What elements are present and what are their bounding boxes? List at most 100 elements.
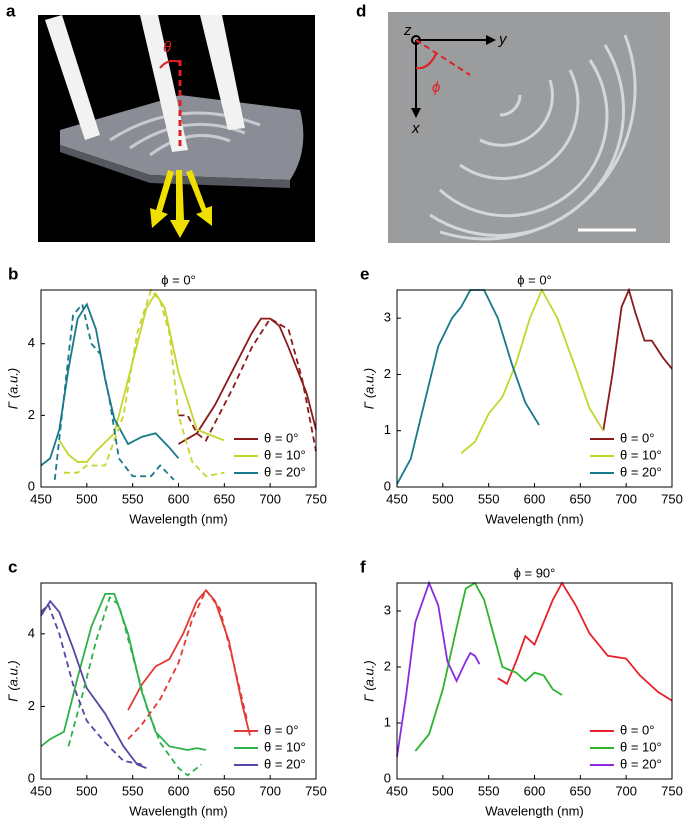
- annotation: x: [411, 120, 420, 137]
- x-tick-label: 550: [122, 491, 144, 506]
- series-line: [40, 592, 207, 751]
- x-tick-label: 750: [661, 491, 683, 506]
- legend-label: θ = 0°: [264, 722, 298, 737]
- x-tick-label: 600: [168, 783, 190, 798]
- y-tick-label: 2: [28, 698, 35, 713]
- panel-label: b: [8, 264, 18, 283]
- x-axis-label: Wavelength (nm): [485, 511, 584, 526]
- plot-frame: [40, 289, 317, 488]
- x-tick-label: 650: [569, 783, 591, 798]
- legend-label: θ = 20°: [620, 464, 662, 479]
- x-tick-label: 500: [432, 491, 454, 506]
- plot-frame: [396, 582, 673, 780]
- series-line: [127, 588, 251, 736]
- legend-label: θ = 10°: [264, 739, 306, 754]
- sem-image: [388, 12, 670, 243]
- series-line: [414, 581, 563, 752]
- y-tick-label: 0: [28, 478, 35, 493]
- y-tick-label: 4: [28, 335, 35, 350]
- x-tick-label: 650: [213, 491, 235, 506]
- annotation: θ: [163, 39, 171, 56]
- x-tick-label: 550: [122, 783, 144, 798]
- panel-label: d: [356, 1, 366, 20]
- x-tick-label: 600: [168, 491, 190, 506]
- x-tick-label: 550: [478, 783, 500, 798]
- x-tick-label: 600: [524, 783, 546, 798]
- x-tick-label: 450: [30, 783, 52, 798]
- y-tick-label: 1: [384, 422, 391, 437]
- render-image: [38, 15, 315, 242]
- chart-title: ϕ = 90°: [514, 565, 556, 580]
- y-tick-label: 3: [384, 602, 391, 617]
- series-line: [178, 317, 317, 445]
- chart-title: ϕ = 0°: [517, 272, 552, 287]
- panel-label: f: [360, 557, 366, 576]
- legend-label: θ = 10°: [620, 447, 662, 462]
- x-tick-label: 700: [615, 783, 637, 798]
- series-line: [396, 580, 481, 757]
- y-tick-label: 3: [384, 310, 391, 325]
- x-tick-label: 600: [524, 491, 546, 506]
- x-tick-label: 500: [432, 783, 454, 798]
- legend-label: θ = 20°: [264, 464, 306, 479]
- series-line: [67, 596, 202, 777]
- y-axis-label: Γ (a.u.): [361, 368, 376, 409]
- x-axis-label: Wavelength (nm): [129, 803, 228, 818]
- x-tick-label: 500: [76, 783, 98, 798]
- panel-label: a: [6, 1, 16, 20]
- y-tick-label: 2: [384, 366, 391, 381]
- series-line: [602, 287, 673, 431]
- y-tick-label: 0: [28, 770, 35, 785]
- y-axis-label: Γ (a.u.): [5, 368, 20, 409]
- series-line: [40, 599, 147, 769]
- chart-title: ϕ = 0°: [161, 272, 196, 287]
- series-line: [460, 287, 605, 454]
- plot-frame: [40, 582, 317, 780]
- series-line: [178, 317, 317, 452]
- annotation: ϕ: [432, 79, 440, 96]
- x-tick-label: 700: [259, 783, 281, 798]
- x-tick-label: 450: [30, 491, 52, 506]
- y-tick-label: 0: [384, 478, 391, 493]
- y-tick-label: 0: [384, 770, 391, 785]
- legend-label: θ = 10°: [264, 447, 306, 462]
- x-tick-label: 500: [76, 491, 98, 506]
- series-line: [40, 603, 143, 766]
- y-tick-label: 4: [28, 625, 35, 640]
- x-tick-label: 750: [305, 491, 327, 506]
- x-tick-label: 550: [478, 491, 500, 506]
- legend-label: θ = 10°: [620, 739, 662, 754]
- panel-label: e: [360, 264, 369, 283]
- annotation: z: [403, 22, 412, 39]
- x-tick-label: 450: [386, 783, 408, 798]
- x-axis-label: Wavelength (nm): [485, 803, 584, 818]
- series-line: [396, 289, 540, 485]
- series-line: [497, 581, 673, 702]
- legend-label: θ = 0°: [264, 430, 298, 445]
- y-axis-label: Γ (a.u.): [361, 660, 376, 701]
- y-axis-label: Γ (a.u.): [5, 660, 20, 701]
- panel-label: c: [8, 557, 17, 576]
- x-axis-label: Wavelength (nm): [129, 511, 228, 526]
- x-tick-label: 700: [259, 491, 281, 506]
- series-line: [40, 302, 180, 467]
- x-tick-label: 450: [386, 491, 408, 506]
- annotation: y: [498, 31, 508, 48]
- plot-frame: [396, 289, 673, 488]
- series-line: [53, 302, 175, 481]
- series-line: [58, 291, 225, 463]
- legend-label: θ = 0°: [620, 430, 654, 445]
- x-tick-label: 650: [213, 783, 235, 798]
- x-tick-label: 750: [661, 783, 683, 798]
- y-tick-label: 2: [28, 407, 35, 422]
- y-tick-label: 1: [384, 714, 391, 729]
- x-tick-label: 650: [569, 491, 591, 506]
- series-line: [127, 588, 249, 740]
- legend-label: θ = 20°: [264, 756, 306, 771]
- y-tick-label: 2: [384, 658, 391, 673]
- x-tick-label: 750: [305, 783, 327, 798]
- legend-label: θ = 20°: [620, 756, 662, 771]
- x-tick-label: 700: [615, 491, 637, 506]
- legend-label: θ = 0°: [620, 722, 654, 737]
